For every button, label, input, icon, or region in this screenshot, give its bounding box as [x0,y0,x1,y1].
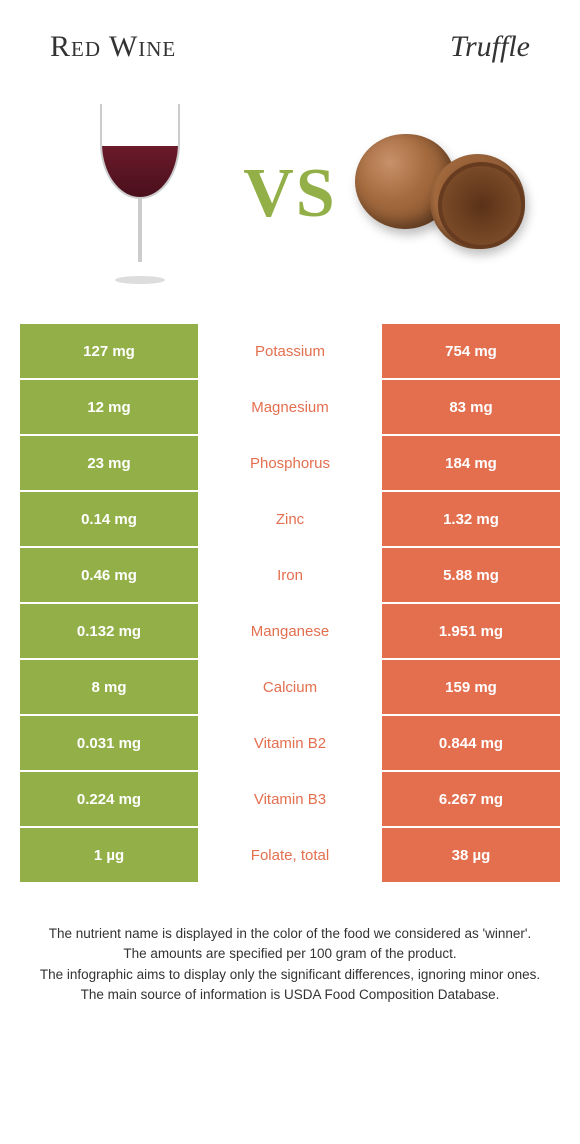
table-row: 0.14 mgZinc1.32 mg [20,492,560,548]
nutrient-label: Zinc [200,492,380,546]
right-value: 754 mg [380,324,560,378]
right-title: Truffle [450,30,530,64]
vs-label: VS [243,154,336,234]
left-value: 12 mg [20,380,200,434]
left-title: Red Wine [50,30,176,64]
table-row: 0.224 mgVitamin B36.267 mg [20,772,560,828]
nutrient-label: Iron [200,548,380,602]
right-value: 6.267 mg [380,772,560,826]
table-row: 0.46 mgIron5.88 mg [20,548,560,604]
nutrient-table: 127 mgPotassium754 mg12 mgMagnesium83 mg… [20,324,560,884]
left-value: 127 mg [20,324,200,378]
right-value: 38 µg [380,828,560,882]
nutrient-label: Vitamin B2 [200,716,380,770]
footer-line: The amounts are specified per 100 gram o… [20,944,560,964]
left-value: 0.031 mg [20,716,200,770]
images-row: VS [20,84,560,324]
right-value: 184 mg [380,436,560,490]
wine-image [40,94,240,294]
footer-notes: The nutrient name is displayed in the co… [20,924,560,1005]
left-value: 1 µg [20,828,200,882]
table-row: 0.031 mgVitamin B20.844 mg [20,716,560,772]
right-value: 1.32 mg [380,492,560,546]
footer-line: The main source of information is USDA F… [20,985,560,1005]
right-value: 5.88 mg [380,548,560,602]
nutrient-label: Potassium [200,324,380,378]
table-row: 12 mgMagnesium83 mg [20,380,560,436]
footer-line: The nutrient name is displayed in the co… [20,924,560,944]
nutrient-label: Vitamin B3 [200,772,380,826]
right-value: 1.951 mg [380,604,560,658]
table-row: 1 µgFolate, total38 µg [20,828,560,884]
right-value: 159 mg [380,660,560,714]
nutrient-label: Folate, total [200,828,380,882]
nutrient-label: Phosphorus [200,436,380,490]
truffle-icon [355,124,525,264]
nutrient-label: Calcium [200,660,380,714]
truffle-image [340,94,540,294]
right-value: 83 mg [380,380,560,434]
wine-glass-icon [95,104,185,284]
table-row: 23 mgPhosphorus184 mg [20,436,560,492]
footer-line: The infographic aims to display only the… [20,965,560,985]
table-row: 127 mgPotassium754 mg [20,324,560,380]
left-value: 8 mg [20,660,200,714]
nutrient-label: Magnesium [200,380,380,434]
table-row: 0.132 mgManganese1.951 mg [20,604,560,660]
left-value: 23 mg [20,436,200,490]
infographic-container: Red Wine Truffle VS 127 mgPotassium754 m… [0,0,580,1025]
left-value: 0.14 mg [20,492,200,546]
right-value: 0.844 mg [380,716,560,770]
table-row: 8 mgCalcium159 mg [20,660,560,716]
left-value: 0.46 mg [20,548,200,602]
left-value: 0.132 mg [20,604,200,658]
left-value: 0.224 mg [20,772,200,826]
nutrient-label: Manganese [200,604,380,658]
titles-row: Red Wine Truffle [20,20,560,84]
